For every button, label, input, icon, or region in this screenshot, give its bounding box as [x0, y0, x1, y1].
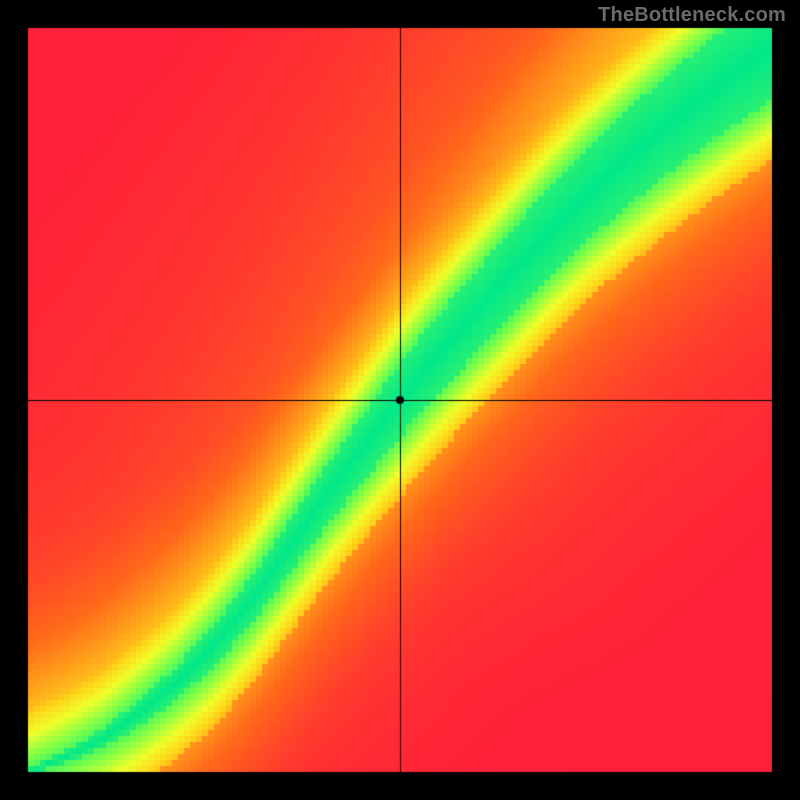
- bottleneck-heatmap: [0, 0, 800, 800]
- watermark-label: TheBottleneck.com: [598, 4, 786, 27]
